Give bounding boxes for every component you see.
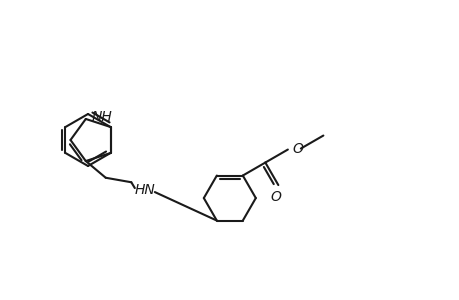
Text: NH: NH — [92, 110, 112, 124]
Text: O: O — [270, 190, 281, 204]
Text: HN: HN — [134, 183, 155, 197]
Text: O: O — [292, 142, 303, 155]
